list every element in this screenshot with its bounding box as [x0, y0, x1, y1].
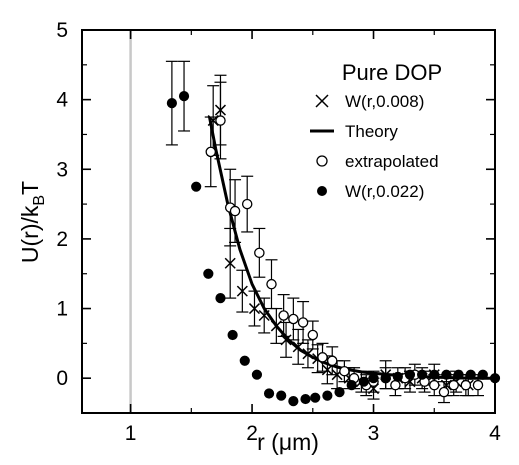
x-tick-label: 3 — [368, 422, 380, 445]
y-axis-label-subscript: B — [31, 195, 48, 206]
legend-label: W(r,0.022) — [345, 182, 424, 201]
data-point-filled-circle — [288, 396, 299, 407]
legend-label: extrapolated — [345, 152, 439, 171]
ticks-layer: 1 2 3 4 0 1 2 3 4 5 — [56, 19, 501, 445]
data-point-filled-circle — [392, 371, 403, 382]
data-point-open-circle — [472, 379, 484, 391]
data-point-x — [321, 364, 333, 376]
y-tick-label: 3 — [56, 158, 68, 181]
data-point-open-circle — [205, 146, 217, 158]
data-point-open-circle — [438, 386, 450, 398]
data-point-filled-circle — [227, 329, 238, 341]
data-point-open-circle — [229, 205, 241, 217]
x-tick-label: 1 — [125, 422, 137, 445]
x-marker-stroke — [248, 303, 261, 315]
data-point-filled-circle — [322, 390, 333, 401]
x-marker-stroke — [224, 257, 236, 269]
data-point-open-circle — [390, 379, 401, 391]
data-point-open-circle — [326, 355, 338, 367]
data-point-x — [224, 257, 236, 269]
data-point-open-circle — [460, 379, 472, 391]
data-point-filled-circle — [453, 369, 464, 380]
data-point-open-circle — [339, 365, 350, 377]
data-point-filled-circle — [358, 376, 369, 387]
data-point-open-circle — [241, 198, 253, 210]
data-point-filled-circle — [239, 355, 250, 366]
data-point-open-circle — [429, 379, 440, 391]
data-point-filled-circle — [203, 268, 214, 279]
data-point-open-circle — [307, 329, 319, 341]
y-axis-label: U(r)/kBT — [17, 181, 48, 263]
data-point-open-circle — [297, 317, 309, 328]
data-point-open-circle — [278, 310, 289, 321]
x-tick-label: 4 — [489, 422, 501, 445]
legend-label: Theory — [345, 122, 398, 141]
data-point-filled-circle — [368, 373, 379, 384]
data-point-open-circle — [288, 313, 299, 325]
x-marker-stroke — [321, 364, 333, 376]
data-point-filled-circle — [300, 393, 311, 405]
data-point-x — [236, 285, 248, 297]
data-point-filled-circle — [263, 388, 275, 399]
data-point-filled-circle — [276, 390, 287, 401]
data-layer — [165, 60, 501, 407]
y-tick-label: 0 — [56, 367, 68, 390]
x-marker-stroke — [236, 285, 248, 297]
legend-title: Pure DOP — [342, 60, 442, 85]
data-point-open-circle — [448, 379, 459, 391]
data-point-open-circle — [266, 278, 277, 290]
legend-label: W(r,0.008) — [345, 92, 424, 111]
x-axis-label: r (μm) — [257, 429, 319, 455]
data-point-filled-circle — [310, 392, 321, 403]
legend: Pure DOP W(r,0.008) Theory extrapolated W(r,… — [310, 60, 442, 201]
y-tick-label: 5 — [56, 19, 68, 42]
data-point-filled-circle — [215, 293, 226, 304]
x-tick-label: 2 — [246, 422, 258, 445]
data-point-filled-circle — [166, 98, 177, 109]
data-point-open-circle — [215, 115, 226, 126]
data-point-filled-circle — [191, 181, 202, 192]
data-point-filled-circle — [441, 369, 452, 380]
data-point-filled-circle — [334, 387, 345, 398]
data-point-filled-circle — [178, 91, 190, 102]
data-point-open-circle — [254, 247, 265, 259]
data-point-filled-circle — [404, 369, 416, 380]
y-tick-label: 4 — [56, 89, 68, 112]
x-marker-stroke — [315, 94, 329, 108]
data-point-filled-circle — [429, 369, 440, 380]
data-point-filled-circle — [346, 380, 357, 391]
legend-marker-open-circle — [316, 155, 328, 167]
data-point-filled-circle — [465, 369, 476, 380]
legend-marker-x — [315, 94, 329, 108]
legend-marker-filled-circle — [317, 186, 327, 196]
plot-frame — [81, 29, 496, 414]
data-point-x — [248, 303, 261, 315]
y-tick-label: 2 — [56, 228, 68, 251]
data-point-filled-circle — [477, 369, 488, 380]
data-point-open-circle — [317, 352, 328, 363]
data-point-filled-circle — [380, 373, 391, 384]
data-point-filled-circle — [251, 369, 263, 380]
y-tick-label: 1 — [56, 298, 68, 321]
data-point-filled-circle — [417, 369, 428, 380]
